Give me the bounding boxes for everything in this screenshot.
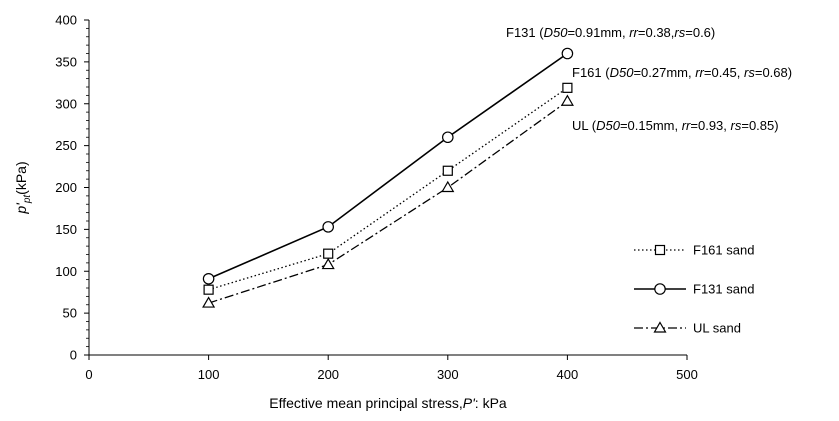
y-axis-title-sub: pt: [22, 194, 33, 205]
annotation-part: =0.68): [755, 65, 792, 80]
annotation-f161-sand: F161 (D50=0.27mm, rr=0.45, rs=0.68): [572, 65, 792, 80]
y-tick-label: 250: [55, 138, 77, 153]
annotation-part: D50: [544, 25, 569, 40]
annotation-part: rs: [731, 118, 742, 133]
legend: F161 sand F131 sand UL sand: [634, 243, 754, 336]
y-tick-label: 350: [55, 54, 77, 69]
y-tick-label: 100: [55, 264, 77, 279]
annotation-part: =0.15mm,: [620, 118, 682, 133]
annotation-part: =0.91mm,: [567, 25, 629, 40]
data-point-f161-sand: [562, 82, 573, 93]
series-ul-sand: [202, 94, 574, 308]
legend-label: UL sand: [693, 321, 741, 336]
annotation-part: =0.6): [685, 25, 715, 40]
legend-item-f161-sand: F161 sand: [634, 243, 754, 258]
annotation-part: =0.27mm,: [633, 65, 695, 80]
data-point-f161-sand: [203, 284, 214, 295]
y-tick-label: 300: [55, 96, 77, 111]
x-axis-title: Effective mean principal stress,P': kPa: [269, 395, 507, 411]
y-ticks: 0 50 100 150 200 250 300 350 400: [55, 13, 89, 363]
annotation-part: rs: [744, 65, 755, 80]
x-tick-label: 100: [198, 367, 220, 382]
y-tick-label: 0: [70, 348, 77, 363]
annotation-f131-sand: F131 (D50=0.91mm, rr=0.38,rs=0.6): [506, 25, 715, 40]
legend-item-ul-sand: UL sand: [634, 321, 741, 336]
series-line-f131-sand: [208, 52, 568, 280]
series-f161-sand: [203, 82, 573, 295]
x-tick-label: 400: [557, 367, 579, 382]
annotation-part: rr: [695, 65, 704, 80]
data-point-f131-sand: [441, 131, 454, 144]
x-tick-label: 300: [437, 367, 459, 382]
series-line-ul-sand: [208, 100, 568, 304]
y-minor-ticks: [86, 27, 89, 348]
legend-marker: [653, 321, 667, 333]
y-axis-title-main: p': [13, 202, 29, 215]
legend-marker: [654, 244, 666, 256]
y-tick-label: 50: [63, 306, 77, 321]
data-point-f131-sand: [322, 221, 334, 233]
legend-marker: [654, 283, 666, 295]
annotation-part: D50: [610, 65, 635, 80]
annotation-part: UL (: [572, 118, 597, 133]
annotation-part: D50: [596, 118, 621, 133]
annotation-part: rr: [629, 25, 638, 40]
y-tick-label: 400: [55, 13, 77, 28]
annotation-part: F161 (: [572, 65, 610, 80]
data-point-f131-sand: [202, 272, 215, 285]
x-axis-title-prefix: Effective mean principal stress,: [269, 395, 463, 411]
annotation-part: =0.93,: [690, 118, 730, 133]
series-line-f161-sand: [208, 87, 568, 291]
series-layer: [202, 47, 574, 308]
data-point-ul-sand: [560, 94, 574, 106]
y-tick-label: 200: [55, 180, 77, 195]
legend-label: F131 sand: [693, 282, 754, 297]
legend-label: F161 sand: [693, 243, 754, 258]
data-point-ul-sand: [202, 296, 216, 308]
data-point-f161-sand: [442, 165, 453, 176]
x-tick-label: 0: [85, 367, 92, 382]
annotation-part: =0.45,: [704, 65, 744, 80]
x-axis-title-suffix: : kPa: [475, 395, 507, 411]
data-point-f161-sand: [323, 248, 334, 259]
annotation-part: =0.85): [741, 118, 778, 133]
legend-item-f131-sand: F131 sand: [634, 282, 754, 297]
series-f131-sand: [202, 47, 574, 285]
y-tick-label: 150: [55, 222, 77, 237]
x-tick-label: 200: [317, 367, 339, 382]
data-point-ul-sand: [441, 180, 455, 193]
data-point-ul-sand: [321, 257, 335, 270]
annotation-layer: F131 (D50=0.91mm, rr=0.38,rs=0.6)F161 (D…: [506, 25, 792, 133]
x-axis-title-italic: P': [463, 395, 476, 411]
annotation-part: rs: [674, 25, 685, 40]
y-axis-title-unit: (kPa): [13, 161, 29, 194]
annotation-part: rr: [682, 118, 691, 133]
annotation-part: =0.38,: [638, 25, 675, 40]
x-tick-label: 500: [676, 367, 698, 382]
y-axis-title: p'pt(kPa): [13, 161, 33, 214]
annotation-ul-sand: UL (D50=0.15mm, rr=0.93, rs=0.85): [572, 118, 779, 133]
x-ticks: 0 100 200 300 400 500: [85, 355, 698, 382]
annotation-part: F131 (: [506, 25, 544, 40]
data-point-f131-sand: [561, 47, 574, 60]
